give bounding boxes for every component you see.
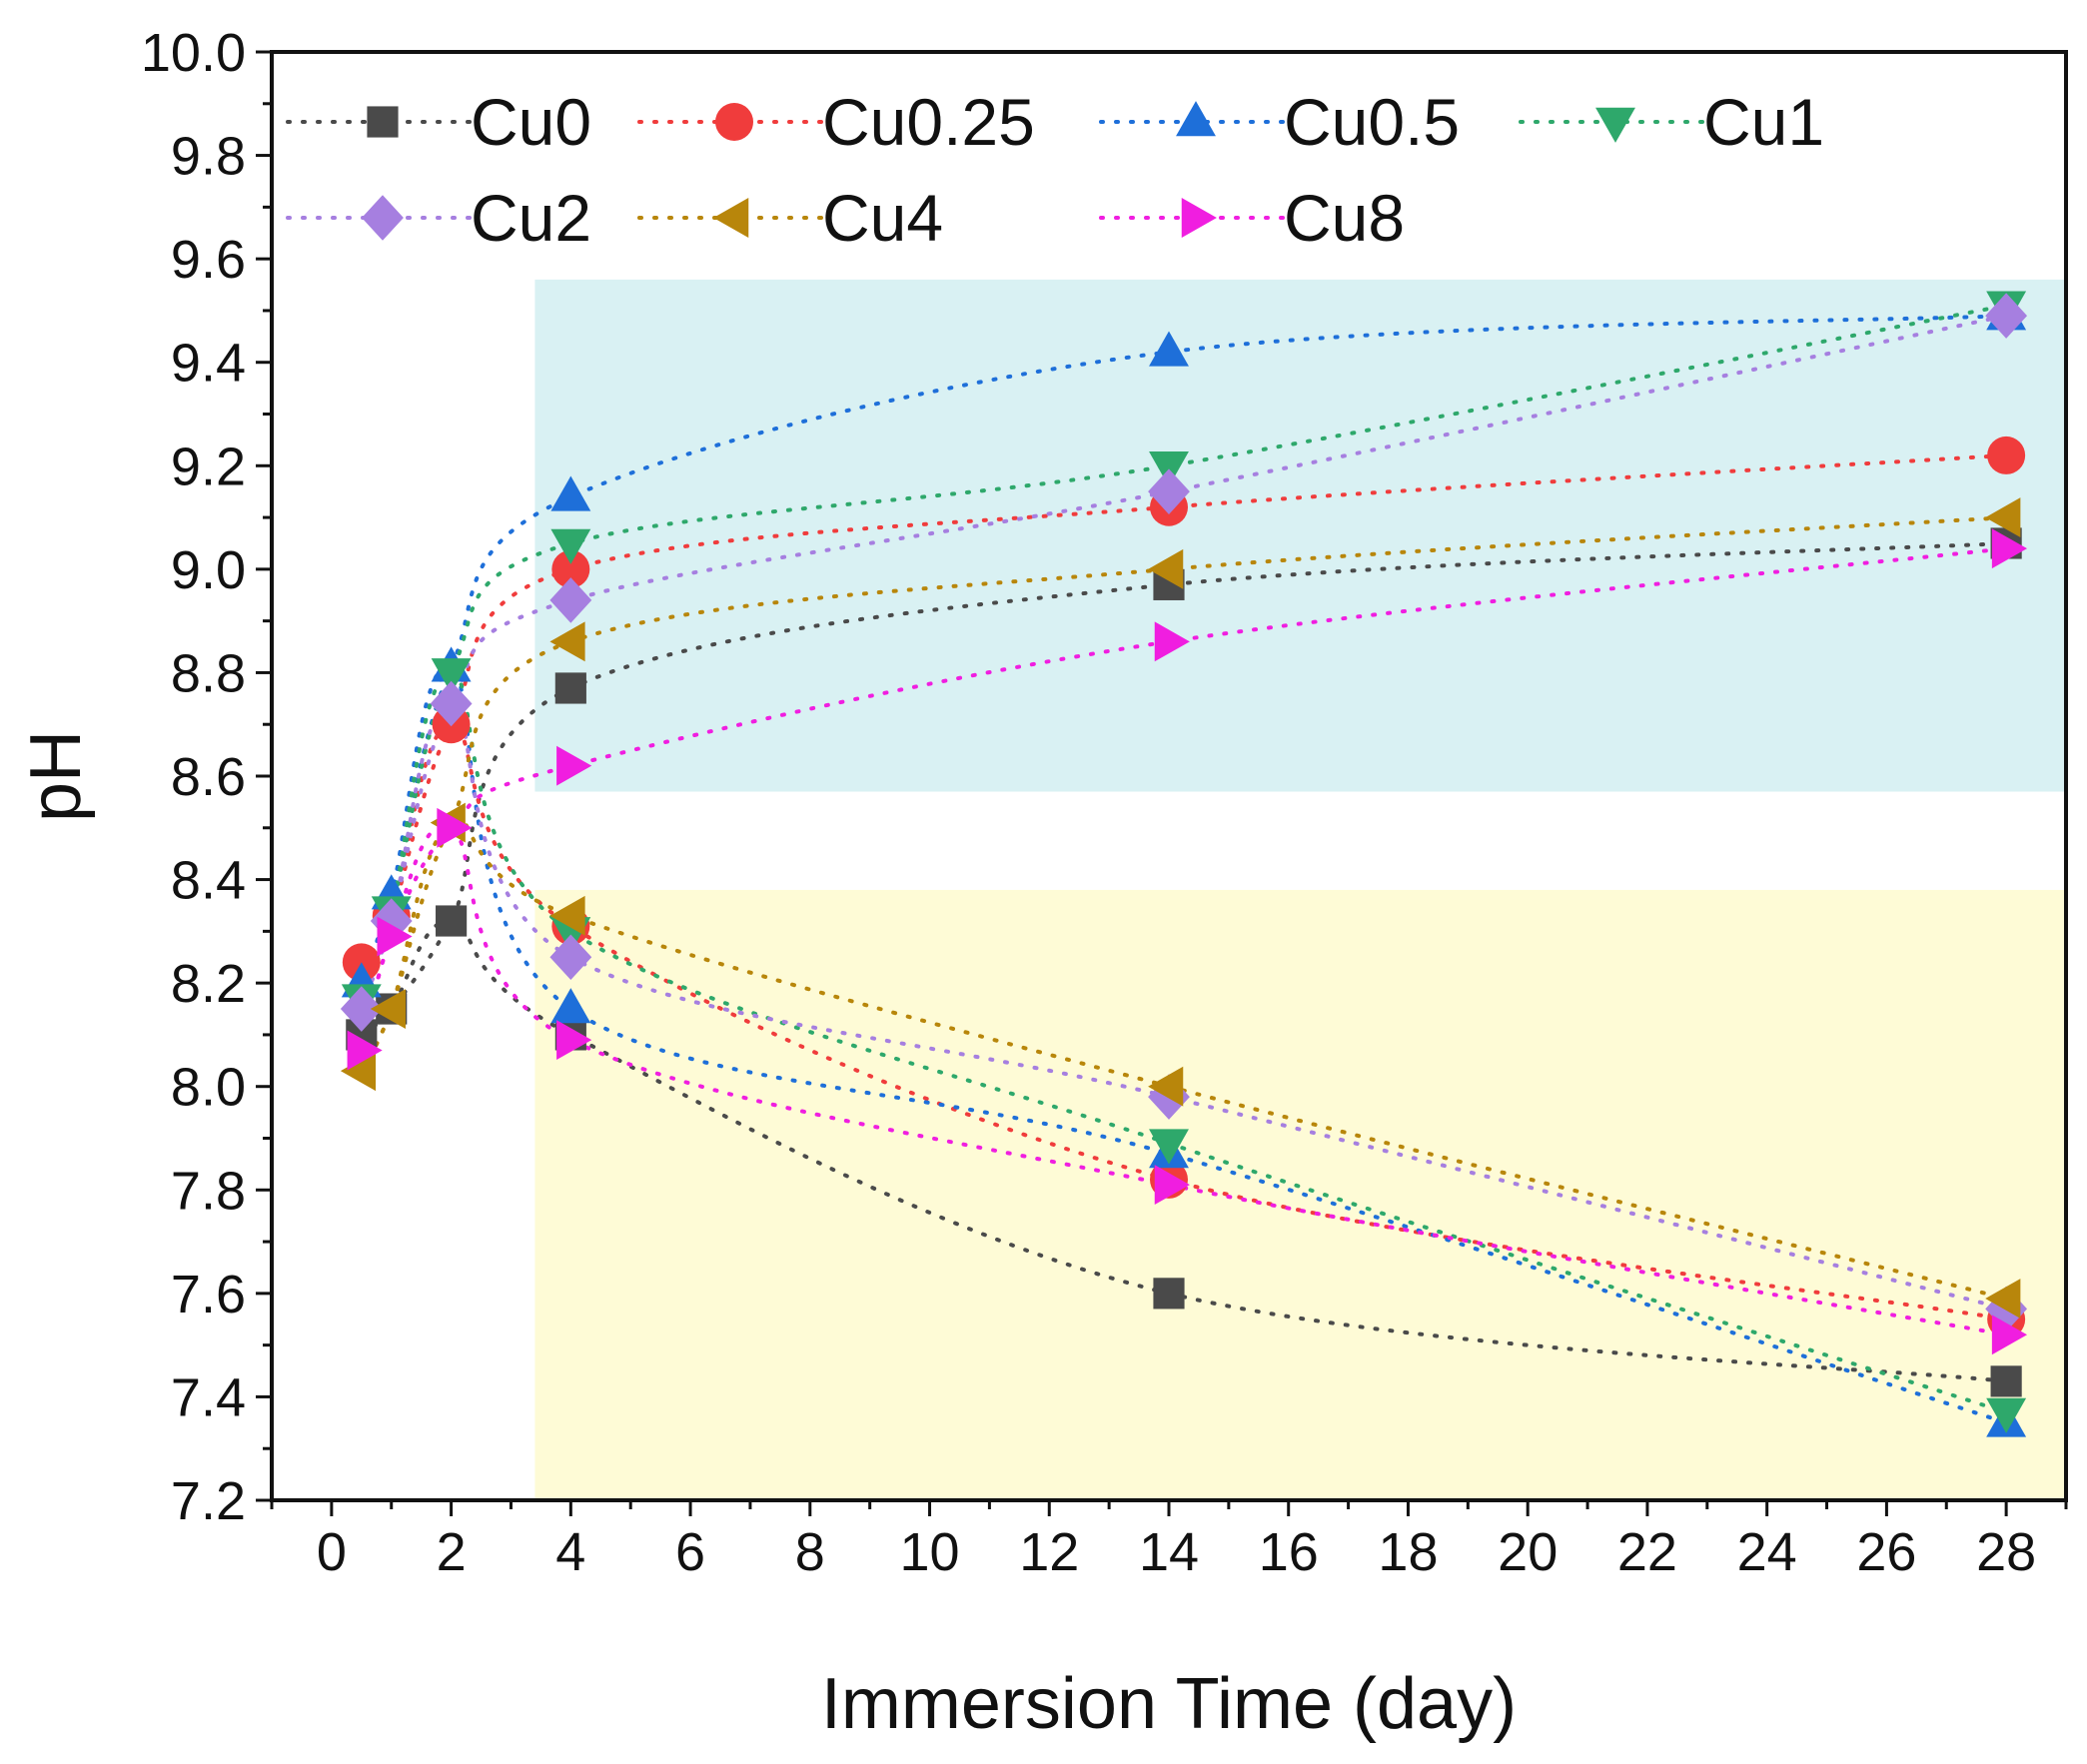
x-tick-label: 0	[317, 1522, 347, 1582]
legend-label: Cu1	[1703, 85, 1824, 159]
legend-label: Cu2	[471, 181, 591, 255]
cu2-data-point	[1985, 293, 2028, 339]
cu2-lower-line	[359, 701, 2009, 1312]
y-tick-label: 10.0	[141, 23, 246, 83]
y-tick-label: 7.4	[171, 1367, 246, 1427]
x-tick-label: 22	[1617, 1522, 1677, 1582]
cu1-data-point	[1149, 1129, 1189, 1165]
y-tick-label: 8.8	[171, 643, 246, 703]
x-tick-label: 14	[1139, 1522, 1199, 1582]
cu8-data-point	[556, 745, 592, 786]
x-tick-label: 4	[555, 1522, 585, 1582]
x-axis: 0 2 4 6 8 10 12 14 16 18 20 22 24 26 28	[270, 1500, 2068, 1582]
cu2-data-point	[549, 577, 592, 623]
cu4-lower-line	[359, 818, 2009, 1302]
cu2-data-point	[1148, 468, 1190, 514]
legend-label: Cu0.25	[822, 85, 1035, 159]
cu8-data-point	[347, 1030, 383, 1071]
cu4-data-point	[549, 621, 585, 662]
cu8-data-point	[1991, 1315, 2028, 1355]
cu0-data-point	[1153, 1278, 1185, 1310]
cu8-data-point	[556, 1020, 592, 1061]
legend: Cu0 Cu0.25 Cu0.5 Cu1 Cu2 Cu4 Cu8	[286, 85, 1824, 255]
cu0.5-data-point	[1149, 331, 1189, 367]
cu8-data-point	[1991, 528, 2028, 569]
cu8-data-point	[377, 916, 413, 957]
cu4-data-point	[1148, 1066, 1184, 1107]
cu1-data-point	[550, 528, 591, 564]
y-axis-title: pH	[16, 730, 96, 822]
cu2-data-point	[430, 680, 473, 727]
cu0.25-data-point	[551, 549, 590, 588]
y-tick-label: 7.6	[171, 1265, 246, 1324]
cu0.25-upper-line	[359, 452, 2009, 965]
x-tick-label: 2	[437, 1522, 467, 1582]
cu0.5-data-point	[550, 475, 591, 511]
cu8-data-point	[437, 807, 473, 848]
x-axis-title: Immersion Time (day)	[821, 1664, 1517, 1744]
y-tick-label: 8.2	[171, 954, 246, 1014]
highlight-regions	[534, 279, 2066, 1500]
legend-marker	[713, 198, 749, 238]
y-tick-label: 9.4	[171, 334, 246, 394]
x-tick-label: 16	[1259, 1522, 1319, 1582]
x-tick-label: 12	[1019, 1522, 1079, 1582]
cu0.25-data-point	[1987, 436, 2026, 474]
series-markers	[340, 291, 2028, 1437]
cu2-data-point	[549, 934, 592, 981]
cu4-data-point	[1985, 1279, 2021, 1319]
x-tick-label: 26	[1856, 1522, 1916, 1582]
y-tick-label: 7.2	[171, 1471, 246, 1531]
cu4-data-point	[1985, 497, 2021, 538]
cu0-lower-line	[359, 918, 2009, 1383]
cu1-lower-line	[359, 670, 2009, 1414]
x-tick-label: 6	[675, 1522, 705, 1582]
cu2-data-point	[340, 986, 383, 1032]
cu0-data-point	[436, 905, 468, 937]
cu0-upper-line	[359, 540, 2009, 1037]
y-tick-label: 8.0	[171, 1058, 246, 1118]
cu0-data-point	[554, 672, 586, 704]
legend-label: Cu8	[1284, 181, 1405, 255]
legend-marker	[715, 103, 753, 141]
x-tick-label: 20	[1498, 1522, 1558, 1582]
x-tick-label: 8	[795, 1522, 825, 1582]
high-ph-region	[534, 279, 2066, 792]
y-tick-label: 9.2	[171, 437, 246, 496]
y-tick-label: 9.6	[171, 230, 246, 290]
y-tick-label: 9.0	[171, 540, 246, 600]
x-tick-label: 18	[1378, 1522, 1438, 1582]
cu0.5-upper-line	[359, 314, 2009, 986]
cu0.5-data-point	[550, 988, 591, 1024]
x-tick-label: 24	[1737, 1522, 1797, 1582]
x-tick-label: 10	[899, 1522, 959, 1582]
cu4-data-point	[1148, 548, 1184, 589]
y-tick-label: 8.4	[171, 851, 246, 911]
x-tick-label: 28	[1976, 1522, 2036, 1582]
legend-marker	[1176, 101, 1216, 137]
legend-marker	[1181, 198, 1217, 238]
cu8-data-point	[1154, 621, 1190, 662]
legend-marker	[362, 195, 404, 241]
cu4-data-point	[549, 895, 585, 936]
cu1-data-point	[1986, 1397, 2027, 1433]
cu8-data-point	[1154, 1165, 1190, 1206]
legend-marker	[1595, 107, 1635, 143]
cu1-data-point	[431, 658, 472, 694]
y-tick-label: 8.6	[171, 747, 246, 807]
legend-marker	[367, 106, 399, 138]
y-tick-label: 7.8	[171, 1161, 246, 1221]
y-tick-label: 9.8	[171, 127, 246, 187]
legend-label: Cu0	[471, 85, 591, 159]
cu2-data-point	[370, 898, 413, 944]
legend-label: Cu4	[822, 181, 943, 255]
cu4-data-point	[340, 1051, 377, 1092]
cu8-lower-line	[359, 823, 2009, 1337]
legend-label: Cu0.5	[1284, 85, 1460, 159]
cu4-data-point	[370, 989, 406, 1029]
y-axis: 7.2 7.4 7.6 7.8 8.0 8.2 8.4 8.6 8.8 9.0 9.2 9.4 9.6 9…	[141, 23, 272, 1531]
cu0-data-point	[1990, 1365, 2022, 1397]
low-ph-region	[534, 889, 2066, 1500]
